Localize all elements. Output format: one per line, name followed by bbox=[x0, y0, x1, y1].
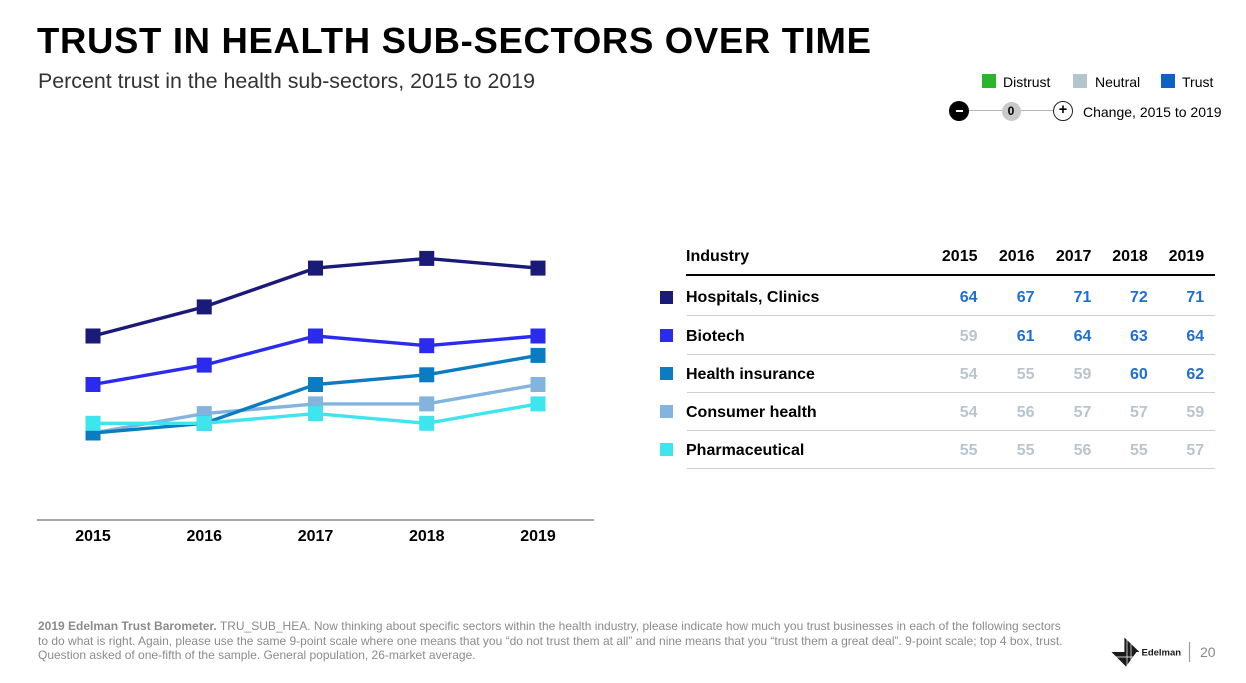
svg-text:2018: 2018 bbox=[409, 528, 445, 545]
svg-text:2015: 2015 bbox=[75, 528, 111, 545]
svg-text:Edelman: Edelman bbox=[1142, 648, 1182, 659]
svg-text:2017: 2017 bbox=[298, 528, 334, 545]
svg-text:2019: 2019 bbox=[520, 528, 556, 545]
svg-text:2016: 2016 bbox=[186, 528, 222, 545]
svg-text:20: 20 bbox=[1200, 644, 1216, 660]
